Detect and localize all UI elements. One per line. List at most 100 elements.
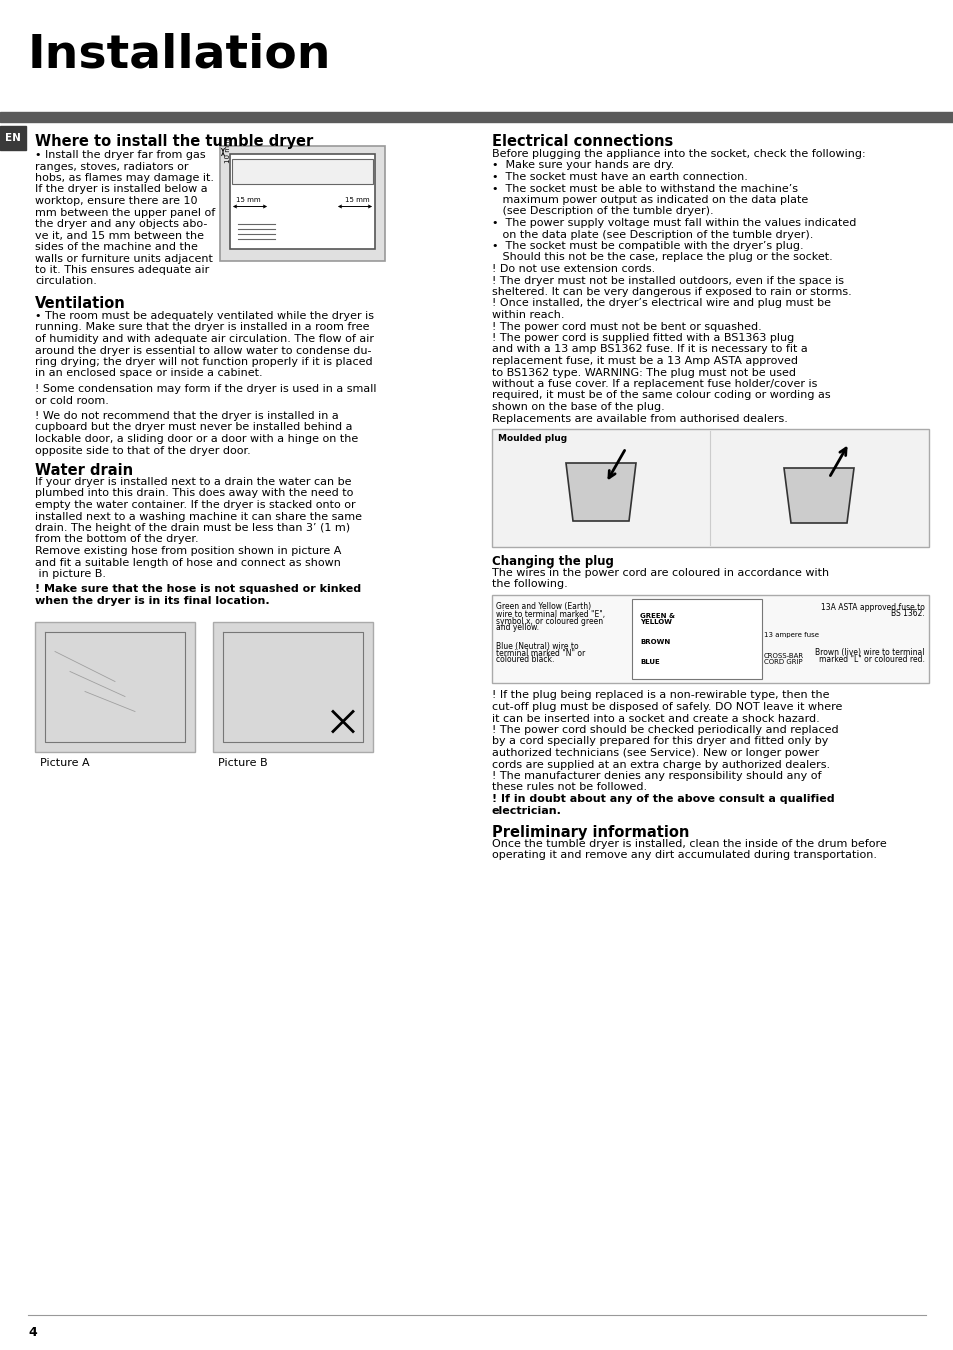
Text: drain. The height of the drain must be less than 3’ (1 m): drain. The height of the drain must be l…: [35, 522, 350, 533]
Text: Installation: Installation: [28, 32, 331, 77]
Bar: [492, 594, 928, 683]
Text: mm between the upper panel of: mm between the upper panel of: [35, 208, 215, 217]
Text: to it. This ensures adequate air: to it. This ensures adequate air: [35, 265, 209, 275]
Text: and fit a suitable length of hose and connect as shown: and fit a suitable length of hose and co…: [35, 558, 340, 567]
Text: replacement fuse, it must be a 13 Amp ASTA approved: replacement fuse, it must be a 13 Amp AS…: [492, 356, 797, 366]
Text: plumbed into this drain. This does away with the need to: plumbed into this drain. This does away …: [35, 489, 353, 498]
Text: within reach.: within reach.: [492, 310, 564, 320]
Text: in an enclosed space or inside a cabinet.: in an enclosed space or inside a cabinet…: [35, 369, 262, 378]
Text: BLUE: BLUE: [639, 659, 659, 664]
Text: hobs, as flames may damage it.: hobs, as flames may damage it.: [35, 173, 213, 184]
Text: 4: 4: [28, 1326, 37, 1339]
Text: CROSS-BAR: CROSS-BAR: [763, 652, 803, 659]
Text: from the bottom of the dryer.: from the bottom of the dryer.: [35, 535, 198, 544]
Text: • Install the dryer far from gas: • Install the dryer far from gas: [35, 150, 206, 161]
Bar: [0, 126, 26, 150]
Polygon shape: [783, 468, 853, 522]
Text: authorized technicians (see Service). New or longer power: authorized technicians (see Service). Ne…: [492, 748, 819, 757]
Text: (see Description of the tumble dryer).: (see Description of the tumble dryer).: [492, 207, 713, 216]
Text: and yellow.: and yellow.: [496, 624, 538, 633]
Text: shown on the base of the plug.: shown on the base of the plug.: [492, 402, 664, 412]
Text: ! Do not use extension cords.: ! Do not use extension cords.: [492, 265, 655, 274]
Text: on the data plate (see Description of the tumble dryer).: on the data plate (see Description of th…: [492, 230, 813, 239]
Text: GREEN &: GREEN &: [639, 613, 675, 618]
Text: coloured black.: coloured black.: [496, 656, 554, 664]
Bar: [232, 159, 373, 184]
Text: •  The socket must have an earth connection.: • The socket must have an earth connecti…: [492, 171, 747, 182]
Bar: [213, 621, 373, 752]
Text: circulation.: circulation.: [35, 277, 97, 286]
Text: ve it, and 15 mm between the: ve it, and 15 mm between the: [35, 231, 204, 240]
Text: CORD GRIP: CORD GRIP: [763, 660, 801, 666]
Text: required, it must be of the same colour coding or wording as: required, it must be of the same colour …: [492, 390, 830, 401]
Text: the following.: the following.: [492, 579, 567, 589]
Text: running. Make sure that the dryer is installed in a room free: running. Make sure that the dryer is ins…: [35, 323, 369, 332]
Text: Once the tumble dryer is installed, clean the inside of the drum before: Once the tumble dryer is installed, clea…: [492, 838, 886, 849]
Text: when the dryer is in its final location.: when the dryer is in its final location.: [35, 595, 270, 606]
Text: and with a 13 amp BS1362 fuse. If it is necessary to fit a: and with a 13 amp BS1362 fuse. If it is …: [492, 344, 807, 355]
Text: 10 mm: 10 mm: [225, 139, 231, 163]
Text: ! The dryer must not be installed outdoors, even if the space is: ! The dryer must not be installed outdoo…: [492, 275, 843, 285]
Text: EN: EN: [5, 134, 21, 143]
Text: in picture B.: in picture B.: [35, 568, 106, 579]
Text: 15 mm: 15 mm: [344, 197, 369, 204]
Text: Changing the plug: Changing the plug: [492, 555, 613, 568]
Text: of humidity and with adequate air circulation. The flow of air: of humidity and with adequate air circul…: [35, 333, 374, 344]
Text: ! The power cord should be checked periodically and replaced: ! The power cord should be checked perio…: [492, 725, 838, 734]
Text: marked "L" or coloured red.: marked "L" or coloured red.: [819, 656, 924, 664]
Polygon shape: [565, 463, 636, 521]
Text: BROWN: BROWN: [639, 639, 670, 644]
Text: ! We do not recommend that the dryer is installed in a: ! We do not recommend that the dryer is …: [35, 410, 338, 421]
Text: Ventilation: Ventilation: [35, 296, 126, 310]
Text: by a cord specially prepared for this dryer and fitted only by: by a cord specially prepared for this dr…: [492, 737, 827, 747]
Text: Replacements are available from authorised dealers.: Replacements are available from authoris…: [492, 413, 787, 424]
Text: ! If in doubt about any of the above consult a qualified: ! If in doubt about any of the above con…: [492, 794, 834, 805]
Text: to BS1362 type. WARNING: The plug must not be used: to BS1362 type. WARNING: The plug must n…: [492, 367, 795, 378]
Text: ring drying; the dryer will not function properly if it is placed: ring drying; the dryer will not function…: [35, 356, 373, 367]
Text: without a fuse cover. If a replacement fuse holder/cover is: without a fuse cover. If a replacement f…: [492, 379, 817, 389]
Text: it can be inserted into a socket and create a shock hazard.: it can be inserted into a socket and cre…: [492, 714, 819, 724]
Text: sheltered. It can be very dangerous if exposed to rain or storms.: sheltered. It can be very dangerous if e…: [492, 288, 851, 297]
Text: Remove existing hose from position shown in picture A: Remove existing hose from position shown…: [35, 545, 341, 556]
Text: ! If the plug being replaced is a non-rewirable type, then the: ! If the plug being replaced is a non-re…: [492, 690, 828, 701]
Text: Picture B: Picture B: [218, 757, 268, 768]
Bar: [0, 112, 953, 122]
Text: cupboard but the dryer must never be installed behind a: cupboard but the dryer must never be ins…: [35, 423, 352, 432]
Text: •  The socket must be compatible with the dryer’s plug.: • The socket must be compatible with the…: [492, 242, 802, 251]
Text: Picture A: Picture A: [40, 757, 90, 768]
Text: Brown (live) wire to terminal: Brown (live) wire to terminal: [815, 648, 924, 657]
Text: Where to install the tumble dryer: Where to install the tumble dryer: [35, 134, 313, 148]
Text: sides of the machine and the: sides of the machine and the: [35, 242, 197, 252]
Text: wire to terminal marked "E",: wire to terminal marked "E",: [496, 609, 604, 618]
Text: Moulded plug: Moulded plug: [497, 433, 566, 443]
Text: BS 1362.: BS 1362.: [890, 609, 924, 618]
Text: maximum power output as indicated on the data plate: maximum power output as indicated on the…: [492, 194, 807, 205]
Text: opposite side to that of the dryer door.: opposite side to that of the dryer door.: [35, 446, 251, 455]
Text: The wires in the power cord are coloured in accordance with: The wires in the power cord are coloured…: [492, 567, 828, 578]
Text: electrician.: electrician.: [492, 806, 561, 815]
Text: •  The socket must be able to withstand the machine’s: • The socket must be able to withstand t…: [492, 184, 797, 193]
Text: symbol x, or coloured green: symbol x, or coloured green: [496, 617, 602, 625]
Text: ! Make sure that the hose is not squashed or kinked: ! Make sure that the hose is not squashe…: [35, 585, 361, 594]
Text: 13A ASTA approved fuse to: 13A ASTA approved fuse to: [821, 602, 924, 612]
Text: If your dryer is installed next to a drain the water can be: If your dryer is installed next to a dra…: [35, 477, 351, 487]
Text: YELLOW: YELLOW: [639, 620, 671, 625]
Text: ranges, stoves, radiators or: ranges, stoves, radiators or: [35, 162, 189, 171]
Text: terminal marked "N" or: terminal marked "N" or: [496, 648, 584, 657]
Bar: [220, 146, 385, 261]
Text: Electrical connections: Electrical connections: [492, 134, 673, 148]
Text: lockable door, a sliding door or a door with a hinge on the: lockable door, a sliding door or a door …: [35, 433, 358, 444]
Text: ! Once installed, the dryer’s electrical wire and plug must be: ! Once installed, the dryer’s electrical…: [492, 298, 830, 309]
Text: Before plugging the appliance into the socket, check the following:: Before plugging the appliance into the s…: [492, 148, 864, 159]
Text: •  Make sure your hands are dry.: • Make sure your hands are dry.: [492, 161, 674, 170]
Text: Blue (Neutral) wire to: Blue (Neutral) wire to: [496, 641, 578, 651]
Bar: [35, 621, 194, 752]
Text: Preliminary information: Preliminary information: [492, 825, 689, 840]
Text: Green and Yellow (Earth): Green and Yellow (Earth): [496, 602, 591, 612]
Text: •  The power supply voltage must fall within the values indicated: • The power supply voltage must fall wit…: [492, 217, 856, 228]
Text: ! The power cord must not be bent or squashed.: ! The power cord must not be bent or squ…: [492, 321, 760, 332]
Text: ! The power cord is supplied fitted with a BS1363 plug: ! The power cord is supplied fitted with…: [492, 333, 794, 343]
Text: 15 mm: 15 mm: [235, 197, 260, 204]
Text: worktop, ensure there are 10: worktop, ensure there are 10: [35, 196, 197, 207]
Bar: [230, 154, 375, 248]
